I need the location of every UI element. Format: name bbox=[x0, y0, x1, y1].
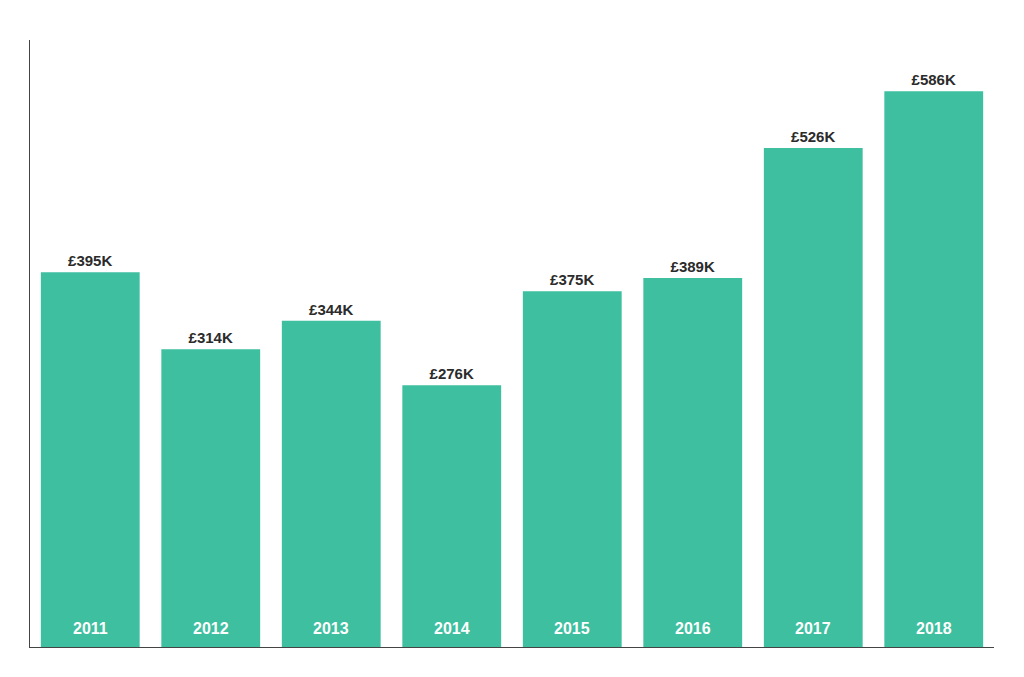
svg-text:£389K: £389K bbox=[671, 258, 715, 275]
svg-text:£586K: £586K bbox=[912, 71, 956, 88]
svg-text:2018: 2018 bbox=[916, 620, 952, 637]
svg-text:2014: 2014 bbox=[434, 620, 470, 637]
svg-text:2016: 2016 bbox=[675, 620, 711, 637]
svg-text:£314K: £314K bbox=[189, 329, 233, 346]
svg-text:2012: 2012 bbox=[193, 620, 229, 637]
svg-text:2015: 2015 bbox=[554, 620, 590, 637]
svg-text:£276K: £276K bbox=[430, 365, 474, 382]
svg-text:£526K: £526K bbox=[791, 128, 835, 145]
svg-text:2017: 2017 bbox=[795, 620, 831, 637]
svg-text:2013: 2013 bbox=[313, 620, 349, 637]
svg-text:2011: 2011 bbox=[73, 620, 108, 637]
svg-text:£344K: £344K bbox=[309, 301, 353, 318]
svg-text:£395K: £395K bbox=[68, 252, 112, 269]
svg-text:£375K: £375K bbox=[550, 271, 594, 288]
